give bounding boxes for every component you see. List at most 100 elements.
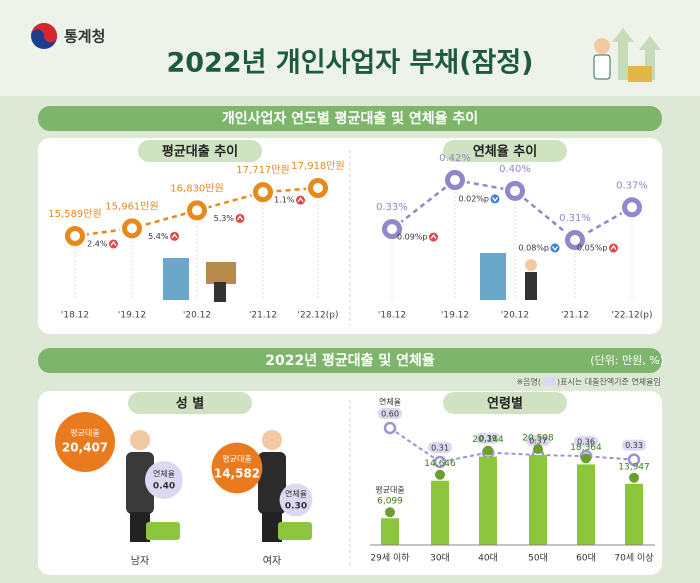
- rate-point: [433, 455, 447, 469]
- point-inner: [627, 202, 637, 213]
- chart-title: 성 별: [176, 396, 204, 412]
- chart-title: 연령별: [487, 396, 523, 412]
- x-tick-label: '18.12: [378, 311, 406, 321]
- bar-head: [483, 445, 493, 456]
- rate-label-bg: [476, 432, 500, 444]
- x-tick-label: '22.12(p): [612, 311, 653, 321]
- person-body: [126, 452, 154, 514]
- change-icon: [550, 243, 560, 253]
- x-tick-label: '21.12: [561, 311, 589, 321]
- change-label: 0.09%p: [397, 233, 428, 242]
- change-arrow: [551, 246, 559, 252]
- category-label: 여자: [263, 555, 281, 567]
- rate-label-bg: [574, 436, 598, 448]
- section-title: 2022년 평균대출 및 연체율: [265, 352, 435, 369]
- chart-title: 평균대출 추이: [162, 144, 238, 160]
- value-label: 6,099: [377, 497, 403, 507]
- decor-bar: [618, 40, 628, 80]
- category-label: 40대: [478, 553, 498, 564]
- logo-red: [31, 23, 57, 43]
- money-box: [278, 522, 312, 540]
- point-inner: [192, 205, 202, 216]
- person-head: [130, 430, 150, 450]
- change-label: 0.02%p: [459, 194, 490, 203]
- panel: [38, 391, 662, 575]
- value-label: 0.40: [153, 482, 175, 492]
- loan-bar: [381, 518, 399, 545]
- decor-arrow: [639, 36, 661, 50]
- change-label: 5.3%: [214, 214, 235, 223]
- value-label: 0.30: [285, 502, 307, 512]
- change-arrow: [491, 197, 499, 203]
- value-label: 14,582: [214, 467, 260, 481]
- rate-label-bg: [428, 442, 452, 453]
- value-label: 14,646: [424, 459, 456, 469]
- rate-bubble: [145, 461, 183, 499]
- change-label: 1.1%: [274, 196, 295, 205]
- building: [480, 253, 506, 300]
- change-label: 0.05%p: [577, 244, 608, 253]
- person-head: [525, 259, 537, 271]
- change-arrow: [236, 215, 244, 221]
- agency: 통계청: [64, 28, 105, 46]
- note: ※음영(: [516, 377, 541, 387]
- note: )표시는 대출잔액기준 연체율임: [557, 377, 661, 387]
- value-label: 0.37%: [616, 180, 648, 191]
- person-head: [262, 430, 282, 450]
- person: [214, 282, 226, 302]
- x-tick-label: '20.12: [501, 311, 529, 321]
- section-bar: [38, 106, 662, 131]
- rate-line: [389, 427, 635, 464]
- chart-tab: [443, 140, 567, 162]
- value-label: 0.31%: [559, 213, 591, 224]
- note-swatch: [542, 377, 556, 386]
- decor-arrows: [593, 28, 661, 82]
- series-name: 연체율: [153, 469, 175, 479]
- chart-tab: [138, 140, 262, 162]
- value-label: 20,407: [62, 441, 108, 455]
- main-title: 2022년 개인사업자 부채(잠정): [166, 48, 533, 79]
- decor-person-body: [593, 54, 611, 80]
- decor-building: [163, 253, 537, 302]
- change-arrow: [610, 244, 617, 250]
- rate-label-bg: [378, 408, 402, 419]
- change-icon: [490, 194, 500, 204]
- point-inner: [570, 235, 580, 245]
- decor-coins: [628, 66, 652, 82]
- rate-label-bg: [526, 434, 550, 446]
- x-tick-label: '22.12(p): [298, 311, 339, 321]
- loan-bubble: [211, 442, 263, 494]
- loan-bar: [431, 480, 449, 545]
- change-icon: [296, 195, 305, 205]
- value-label: 17,918만원: [291, 160, 344, 172]
- bar-head: [533, 444, 543, 454]
- change-icon: [609, 243, 618, 253]
- category-label: 29세 이하: [370, 553, 410, 564]
- series-name: 평균대출: [375, 485, 404, 495]
- point-inner: [258, 187, 268, 198]
- change-icon: [109, 239, 118, 249]
- loan-bar: [577, 464, 595, 545]
- point-inner: [313, 183, 323, 193]
- value-label: 0.36: [577, 438, 595, 447]
- rate-label-bg: [622, 439, 646, 451]
- value-label: 0.33: [625, 441, 643, 450]
- decor-arrow: [612, 28, 634, 42]
- change-arrow: [171, 233, 178, 239]
- bar-head: [581, 453, 591, 464]
- change-label: 2.4%: [87, 240, 108, 249]
- x-tick-label: '19.12: [441, 311, 469, 321]
- unit-label: (단위: 만원, %): [590, 354, 664, 367]
- series-name: 평균대출: [222, 454, 251, 464]
- category-label: 70세 이상: [614, 553, 653, 564]
- change-arrow: [297, 197, 304, 203]
- change-icon: [429, 232, 438, 242]
- value-label: 16,830만원: [170, 182, 223, 194]
- decor-person-head: [594, 38, 610, 54]
- trend-line: [74, 186, 319, 238]
- change-arrow: [430, 233, 437, 239]
- loan-bar: [625, 483, 643, 545]
- point-inner: [127, 223, 137, 234]
- point-inner: [510, 185, 520, 196]
